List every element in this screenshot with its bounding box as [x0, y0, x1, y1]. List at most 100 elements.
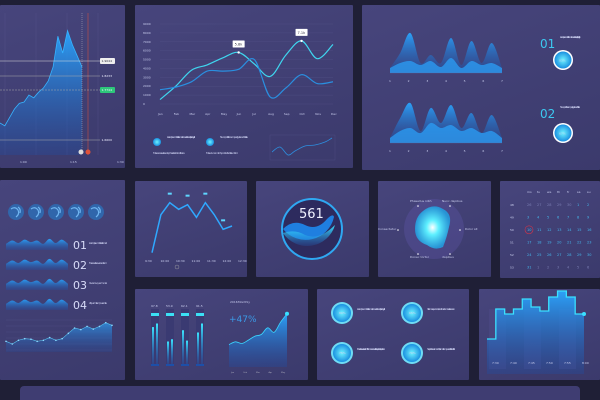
calendar-day[interactable]: 17	[527, 241, 531, 245]
x-tick-label: 7	[501, 79, 503, 83]
data-point	[86, 325, 88, 328]
calendar-day[interactable]: 3	[527, 216, 529, 220]
calendar-day[interactable]: 21	[567, 241, 571, 245]
calendar-day[interactable]: 4	[537, 216, 540, 220]
calendar-day[interactable]: 16	[587, 228, 591, 232]
bar-cap	[166, 313, 174, 316]
x-tick-label: Feb	[244, 372, 248, 374]
bar	[167, 341, 169, 364]
data-point	[104, 321, 107, 324]
weekday-header: we	[547, 190, 551, 194]
x-tick-label: 7:50	[546, 361, 553, 365]
calendar-day[interactable]: 7	[567, 216, 569, 220]
weekday-header: th	[557, 190, 560, 194]
calendar-day[interactable]: 22	[577, 241, 581, 245]
calendar-day[interactable]: 2	[587, 203, 589, 207]
marker-red-button[interactable]	[85, 149, 91, 155]
step-endpoint	[582, 312, 586, 316]
calendar-day[interactable]: 1	[537, 266, 539, 270]
stock-area	[0, 30, 82, 156]
x-tick-label: 6	[482, 79, 484, 83]
calendar-day[interactable]: 1	[577, 203, 579, 207]
weekday-header: sa	[577, 190, 581, 194]
calendar-day[interactable]: 5	[547, 216, 549, 220]
calendar-day[interactable]: 30	[587, 253, 591, 257]
x-tick-label: 1:30	[117, 160, 124, 164]
x-tick-label: Sep	[284, 112, 290, 116]
bar-base	[196, 364, 204, 366]
data-point	[30, 338, 32, 340]
calendar-day[interactable]: 28	[547, 203, 551, 207]
bar	[171, 339, 173, 364]
radar-axis-dot	[449, 253, 451, 255]
growth-endpoint	[285, 311, 289, 316]
calendar-day[interactable]: 26	[547, 253, 551, 257]
step-line	[487, 290, 584, 340]
calendar-day[interactable]: 31	[527, 266, 531, 270]
week-number: 53	[510, 266, 514, 270]
x-tick-label: 10:30	[176, 259, 185, 263]
list-number: 04	[73, 299, 87, 312]
bar-base	[166, 364, 174, 366]
calendar-day[interactable]: 6	[557, 216, 559, 220]
calendar-day[interactable]: 12	[547, 228, 551, 232]
calendar-day[interactable]: 9	[587, 216, 589, 220]
globe-icon	[28, 204, 44, 220]
y-tick-label: 1000	[143, 93, 151, 97]
data-point	[237, 51, 240, 54]
data-point	[11, 343, 14, 345]
calendar-day[interactable]: 26	[527, 203, 531, 207]
calendar-day[interactable]: 4	[567, 266, 570, 270]
bar-track	[196, 309, 204, 364]
x-tick-label: Apr	[269, 371, 273, 374]
calendar-day[interactable]: 30	[567, 203, 571, 207]
calendar-day[interactable]: 20	[557, 241, 561, 245]
y-tick-label: 4000	[143, 66, 151, 70]
legend-dot-icon	[206, 138, 214, 146]
mini-chart-line	[271, 137, 333, 156]
calendar-day[interactable]: 24	[527, 253, 532, 257]
calendar-day[interactable]: 27	[557, 253, 561, 257]
data-point	[80, 328, 82, 331]
donut-percent: 83%	[559, 59, 566, 63]
calendar-day[interactable]: 18	[537, 241, 541, 245]
calendar-day[interactable]: 6	[587, 266, 589, 270]
calendar-day[interactable]: 29	[557, 203, 561, 207]
globe-continent	[50, 206, 61, 218]
calendar-day[interactable]: 28	[567, 253, 571, 257]
calendar-day[interactable]: 14	[567, 228, 572, 232]
calendar-day[interactable]: 19	[547, 241, 551, 245]
calendar-day[interactable]: 13	[557, 228, 561, 232]
calendar-day[interactable]: 27	[537, 203, 541, 207]
bar	[182, 330, 184, 364]
calendar-day[interactable]: 8	[577, 216, 579, 220]
calendar-day[interactable]: 23	[587, 241, 591, 245]
calendar-day[interactable]: 29	[577, 253, 581, 257]
series-line-2	[159, 57, 334, 99]
list-number: 02	[73, 259, 87, 272]
peak-marker	[203, 192, 208, 195]
x-tick-label: Oct	[300, 112, 306, 116]
timeline-line	[151, 201, 233, 253]
gauge-panel: 561	[256, 181, 369, 277]
section-text: Nunc porttitor semper ligula nec facilis…	[560, 105, 580, 109]
line-chart-panel: 0 1000 2000 3000 4000 5000 6000 7000 8000 9000 Jan…	[135, 5, 353, 168]
data-point	[23, 337, 26, 340]
calendar-day[interactable]: 5	[577, 266, 579, 270]
mini-chart-frame	[269, 134, 336, 161]
calendar-day[interactable]: 2	[547, 266, 549, 270]
calendar-day[interactable]: 11	[537, 228, 541, 232]
x-tick-label: Apr	[205, 112, 211, 116]
x-tick-label: 12:00	[223, 259, 232, 263]
data-point	[61, 337, 63, 340]
calendar-day[interactable]: 10	[527, 228, 531, 232]
legend-text: Nunc porttitor semper ligula nec facilis…	[220, 135, 248, 139]
calendar-day[interactable]: 15	[577, 228, 581, 232]
calendar-day[interactable]: 3	[557, 266, 559, 270]
marker-white-button[interactable]	[78, 149, 84, 155]
x-tick-label: Nov	[315, 112, 321, 116]
calendar-day[interactable]: 25	[537, 253, 541, 257]
x-tick-label: 11:30	[207, 259, 216, 263]
x-tick-label: 7:45	[528, 361, 535, 365]
x-tick-label: 9:30	[145, 259, 152, 263]
